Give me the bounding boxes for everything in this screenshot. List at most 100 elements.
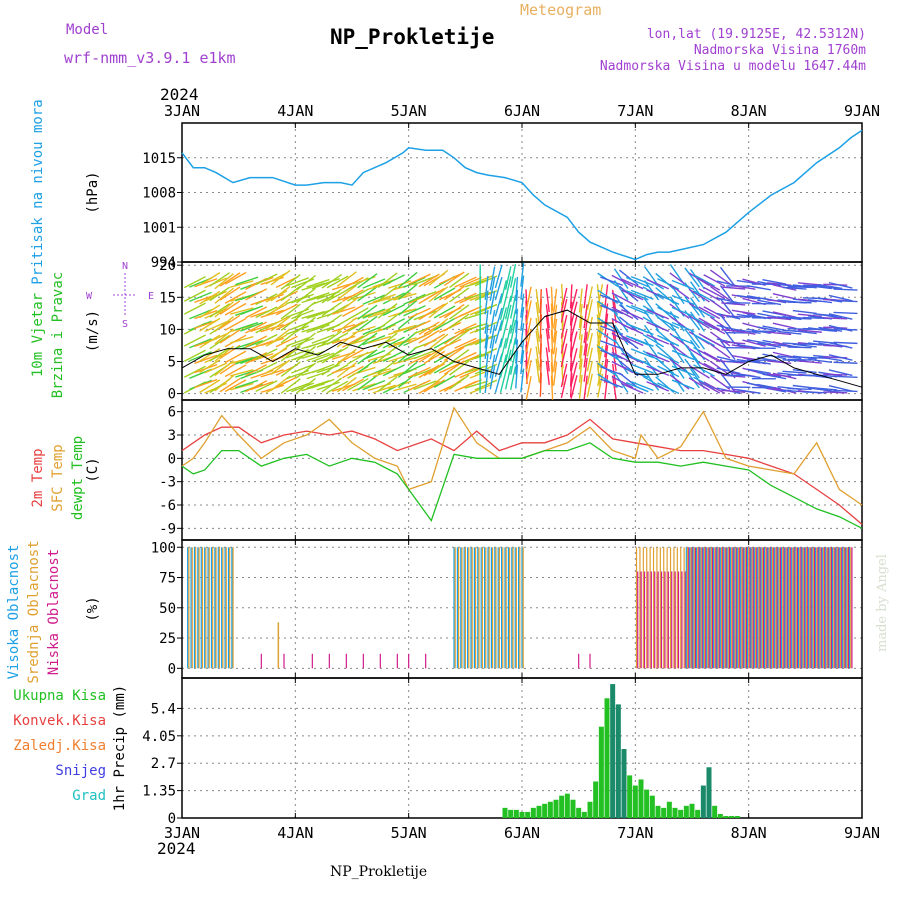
- wind-arrow: [469, 275, 493, 286]
- wind-arrow: [535, 358, 541, 383]
- wind-arrow: [611, 347, 617, 371]
- wind-arrow: [509, 366, 517, 391]
- wind-arrow: [270, 315, 291, 332]
- wind-arrow: [767, 316, 792, 321]
- wind-arrow: [525, 344, 528, 369]
- wind-arrow: [219, 272, 241, 287]
- wind-arrow: [357, 358, 378, 374]
- wind-arrow: [792, 284, 817, 289]
- wind-arrow: [560, 374, 568, 399]
- wind-arrow: [684, 343, 700, 364]
- wind-arrow: [600, 378, 624, 389]
- wind-arrow: [688, 288, 710, 303]
- wind-arrow: [194, 354, 218, 364]
- wind-arrow: [757, 342, 782, 349]
- wind-arrow: [611, 363, 617, 388]
- wind-arrow: [382, 336, 405, 349]
- precip-bar: [666, 801, 672, 818]
- wind-arrow: [418, 329, 440, 344]
- wind-arrow: [509, 309, 517, 334]
- precip-bar: [564, 793, 570, 818]
- wind-arrow: [255, 273, 278, 286]
- wind-arrow: [489, 335, 496, 360]
- x-axis-bottom: 3JAN 4JAN 5JAN 6JAN 7JAN 8JAN 9JAN: [164, 824, 880, 842]
- wind-arrow: [611, 375, 617, 400]
- wind-arrow: [545, 288, 550, 313]
- wind-arrow: [833, 375, 858, 379]
- wind-arrow: [742, 339, 766, 347]
- wind-arrow: [802, 391, 827, 394]
- wind-arrow: [449, 272, 470, 288]
- wind-arrow: [398, 283, 418, 300]
- wind-arrow: [618, 304, 639, 321]
- wind-arrow: [311, 352, 335, 363]
- wind-arrow: [797, 360, 822, 364]
- wind-arrow: [224, 350, 247, 364]
- precip-bar: [587, 801, 593, 818]
- wind-arrow: [721, 286, 746, 290]
- wind-arrow: [484, 309, 489, 334]
- wind-arrow: [684, 358, 700, 379]
- wind-arrow: [326, 288, 349, 302]
- wind-arrow: [250, 381, 274, 391]
- wind-arrow: [438, 273, 462, 285]
- wind-arrow: [418, 364, 440, 379]
- precip-bar: [672, 807, 678, 818]
- wind-arrow: [494, 320, 503, 344]
- y-tick-label: 10: [159, 322, 176, 338]
- wind-arrow: [520, 293, 525, 318]
- wind-arrow: [367, 297, 392, 306]
- wind-arrow: [828, 385, 853, 392]
- wind-arrow: [235, 321, 259, 331]
- wind-arrow: [642, 375, 665, 390]
- wind-arrow: [499, 280, 508, 304]
- wind-arrow: [459, 338, 482, 349]
- y-tick-label: 1.35: [142, 784, 176, 800]
- wind-arrow: [787, 317, 812, 320]
- wind-arrow: [671, 306, 695, 318]
- precip-bar: [661, 807, 667, 818]
- model-label: Model: [66, 22, 108, 38]
- wind-arrow: [719, 298, 736, 319]
- wind-arrow: [301, 295, 325, 304]
- lonlat-text: lon,lat (19.9125E, 42.5312N): [647, 27, 866, 42]
- wind-arrow: [703, 381, 726, 394]
- wind-arrow: [393, 356, 417, 365]
- wind-arrow: [552, 330, 558, 355]
- wind-arrow: [736, 294, 761, 300]
- wind-arrow: [423, 379, 446, 393]
- wind-arrow: [194, 278, 218, 288]
- wind-arrow: [671, 349, 695, 361]
- wind-arrow: [613, 312, 629, 333]
- y-tick-label: 5.4: [151, 701, 176, 717]
- wind-arrow: [209, 334, 231, 350]
- temp-side-label-dewpt: dewpt Temp: [70, 436, 86, 520]
- meteogram-label: Meteogram: [520, 1, 601, 19]
- y-tick-label: 0: [168, 661, 176, 677]
- x-tick-label-top: 3JAN: [164, 102, 200, 120]
- panels: 101510081001994(hPa)20151050(m/s)630-3-6…: [85, 122, 863, 827]
- wind-arrow: [520, 339, 525, 364]
- wind-arrow: [357, 273, 378, 289]
- wind-arrow: [352, 350, 376, 359]
- wind-arrow: [214, 301, 234, 318]
- wind-arrow: [586, 299, 593, 323]
- wind-arrow: [787, 358, 812, 361]
- wind-arrow: [209, 347, 231, 362]
- wind-arrow: [408, 366, 431, 378]
- wind-arrow: [833, 288, 858, 291]
- wind-arrow: [362, 334, 386, 346]
- wind-arrow: [494, 307, 503, 332]
- wind-arrow: [275, 376, 298, 388]
- wind-arrow: [613, 293, 629, 315]
- wind-arrow: [367, 335, 392, 344]
- wind-arrow: [413, 275, 437, 286]
- precip-bar: [689, 803, 695, 818]
- wind-arrow: [643, 280, 660, 301]
- wind-arrow: [393, 292, 417, 301]
- wind-arrow: [270, 298, 291, 314]
- wind-arrow: [199, 379, 221, 394]
- wind-arrow: [382, 350, 405, 362]
- wind-arrow: [611, 292, 634, 305]
